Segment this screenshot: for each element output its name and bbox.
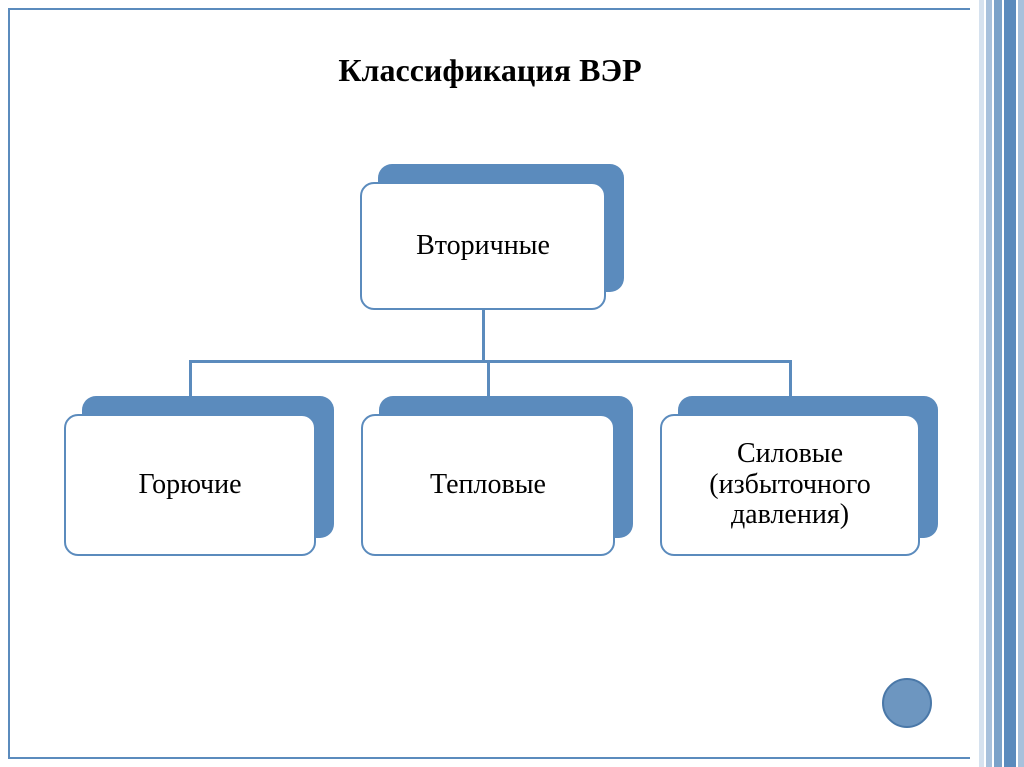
deco-bar-5 bbox=[1018, 0, 1024, 767]
slide: Классификация ВЭР Вторичные Горючие Тепл… bbox=[10, 0, 970, 767]
node-c2: Тепловые bbox=[361, 414, 633, 574]
node-c3-label: Силовые (избыточного давления) bbox=[670, 439, 910, 531]
node-c3: Силовые (избыточного давления) bbox=[660, 414, 938, 574]
frame-left bbox=[8, 8, 10, 759]
connector-hbus bbox=[189, 360, 791, 363]
node-c1-label: Горючие bbox=[138, 470, 241, 501]
deco-bar-1 bbox=[979, 0, 984, 767]
node-c3-front: Силовые (избыточного давления) bbox=[660, 414, 920, 556]
deco-bar-3 bbox=[994, 0, 1002, 767]
frame-bottom bbox=[8, 757, 970, 759]
node-root-front: Вторичные bbox=[360, 182, 606, 310]
bubble-icon bbox=[882, 678, 932, 728]
node-root: Вторичные bbox=[360, 182, 624, 328]
node-root-label: Вторичные bbox=[416, 231, 550, 262]
deco-bar-2 bbox=[986, 0, 992, 767]
node-c1-front: Горючие bbox=[64, 414, 316, 556]
node-c1: Горючие bbox=[64, 414, 334, 574]
deco-bar-4 bbox=[1004, 0, 1016, 767]
page-title: Классификация ВЭР bbox=[10, 52, 970, 89]
right-decoration bbox=[976, 0, 1024, 767]
node-c2-label: Тепловые bbox=[430, 470, 546, 501]
frame-top bbox=[8, 8, 970, 10]
node-c2-front: Тепловые bbox=[361, 414, 615, 556]
